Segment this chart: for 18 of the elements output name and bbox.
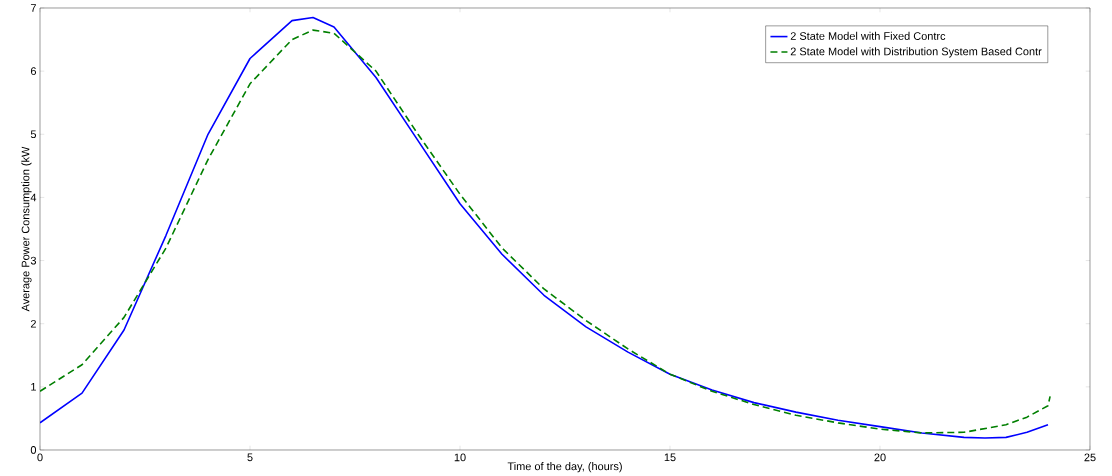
y-tick-label: 4 xyxy=(30,193,37,202)
x-tick-label: 20 xyxy=(874,453,886,462)
y-axis-title: Average Power Consumption (kW xyxy=(21,146,32,312)
x-axis-title: Time of the day, (hours) xyxy=(507,462,622,473)
y-tick-label: 1 xyxy=(31,383,36,391)
y-tick-label: 5 xyxy=(30,130,37,139)
x-tick-label: 5 xyxy=(247,453,253,462)
y-tick-label: 0 xyxy=(30,446,37,455)
y-tick-label: 3 xyxy=(30,256,36,265)
y-tick-label: 7 xyxy=(30,4,36,12)
y-tick-label: 2 xyxy=(30,320,36,328)
x-tick-label: 10 xyxy=(454,453,466,462)
y-tick-label: 6 xyxy=(30,67,36,76)
x-tick-label: 25 xyxy=(1084,453,1096,462)
x-tick-label: 15 xyxy=(664,453,676,462)
x-tick-label: 0 xyxy=(37,453,43,462)
legend-label: 2 State Model with Distribution System Based Contr xyxy=(790,47,1042,58)
legend-label: 2 State Model with Fixed Contrc xyxy=(790,32,946,41)
